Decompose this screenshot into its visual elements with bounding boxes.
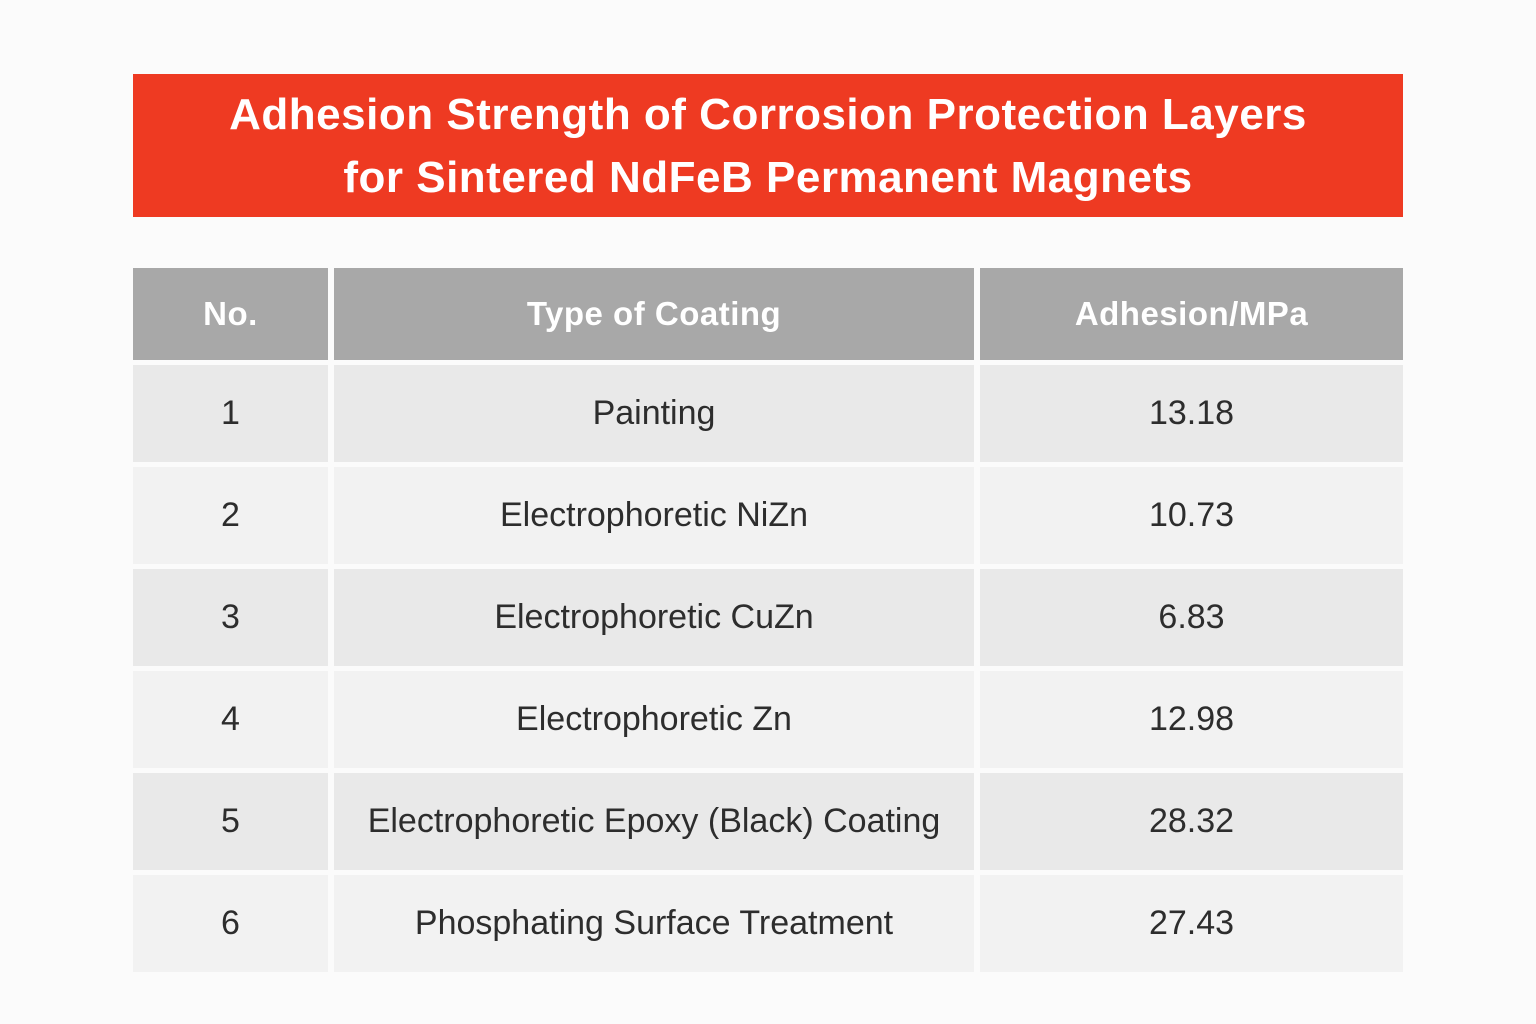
cell-no: 1 xyxy=(133,365,328,462)
cell-adhesion: 6.83 xyxy=(980,569,1403,666)
cell-adhesion: 13.18 xyxy=(980,365,1403,462)
cell-no: 4 xyxy=(133,671,328,768)
cell-adhesion: 10.73 xyxy=(980,467,1403,564)
cell-no: 3 xyxy=(133,569,328,666)
column-header-coating: Type of Coating xyxy=(334,268,974,360)
column-header-no: No. xyxy=(133,268,328,360)
cell-no: 2 xyxy=(133,467,328,564)
cell-coating: Painting xyxy=(334,365,974,462)
cell-coating: Phosphating Surface Treatment xyxy=(334,875,974,972)
cell-coating: Electrophoretic Epoxy (Black) Coating xyxy=(334,773,974,870)
column-header-adhesion: Adhesion/MPa xyxy=(980,268,1403,360)
cell-adhesion: 12.98 xyxy=(980,671,1403,768)
page-title-line2: for Sintered NdFeB Permanent Magnets xyxy=(343,152,1193,202)
cell-no: 5 xyxy=(133,773,328,870)
cell-no: 6 xyxy=(133,875,328,972)
cell-adhesion: 27.43 xyxy=(980,875,1403,972)
cell-adhesion: 28.32 xyxy=(980,773,1403,870)
cell-coating: Electrophoretic NiZn xyxy=(334,467,974,564)
adhesion-table: No. Type of Coating Adhesion/MPa 1 Paint… xyxy=(133,268,1403,972)
page-title-line1: Adhesion Strength of Corrosion Protectio… xyxy=(229,89,1307,139)
cell-coating: Electrophoretic CuZn xyxy=(334,569,974,666)
title-banner: Adhesion Strength of Corrosion Protectio… xyxy=(133,74,1403,217)
cell-coating: Electrophoretic Zn xyxy=(334,671,974,768)
